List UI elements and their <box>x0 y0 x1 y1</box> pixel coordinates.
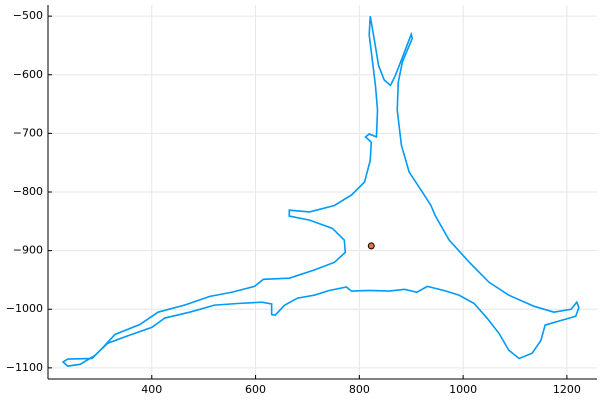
x-tick-label: 800 <box>349 383 370 396</box>
outline-line <box>61 16 580 367</box>
y-tick-label: −600 <box>13 68 43 81</box>
y-tick-label: −1000 <box>6 302 43 315</box>
y-tick-label: −800 <box>13 185 43 198</box>
y-tick-label: −500 <box>13 9 43 22</box>
x-tick-label: 1000 <box>449 383 477 396</box>
scatter-point <box>367 242 375 250</box>
x-tick-label: 600 <box>245 383 266 396</box>
x-tick-label: 1200 <box>553 383 581 396</box>
y-tick-label: −900 <box>13 244 43 257</box>
x-tick-label: 400 <box>141 383 162 396</box>
y-tick-label: −700 <box>13 126 43 139</box>
y-tick-label: −1100 <box>6 361 43 374</box>
